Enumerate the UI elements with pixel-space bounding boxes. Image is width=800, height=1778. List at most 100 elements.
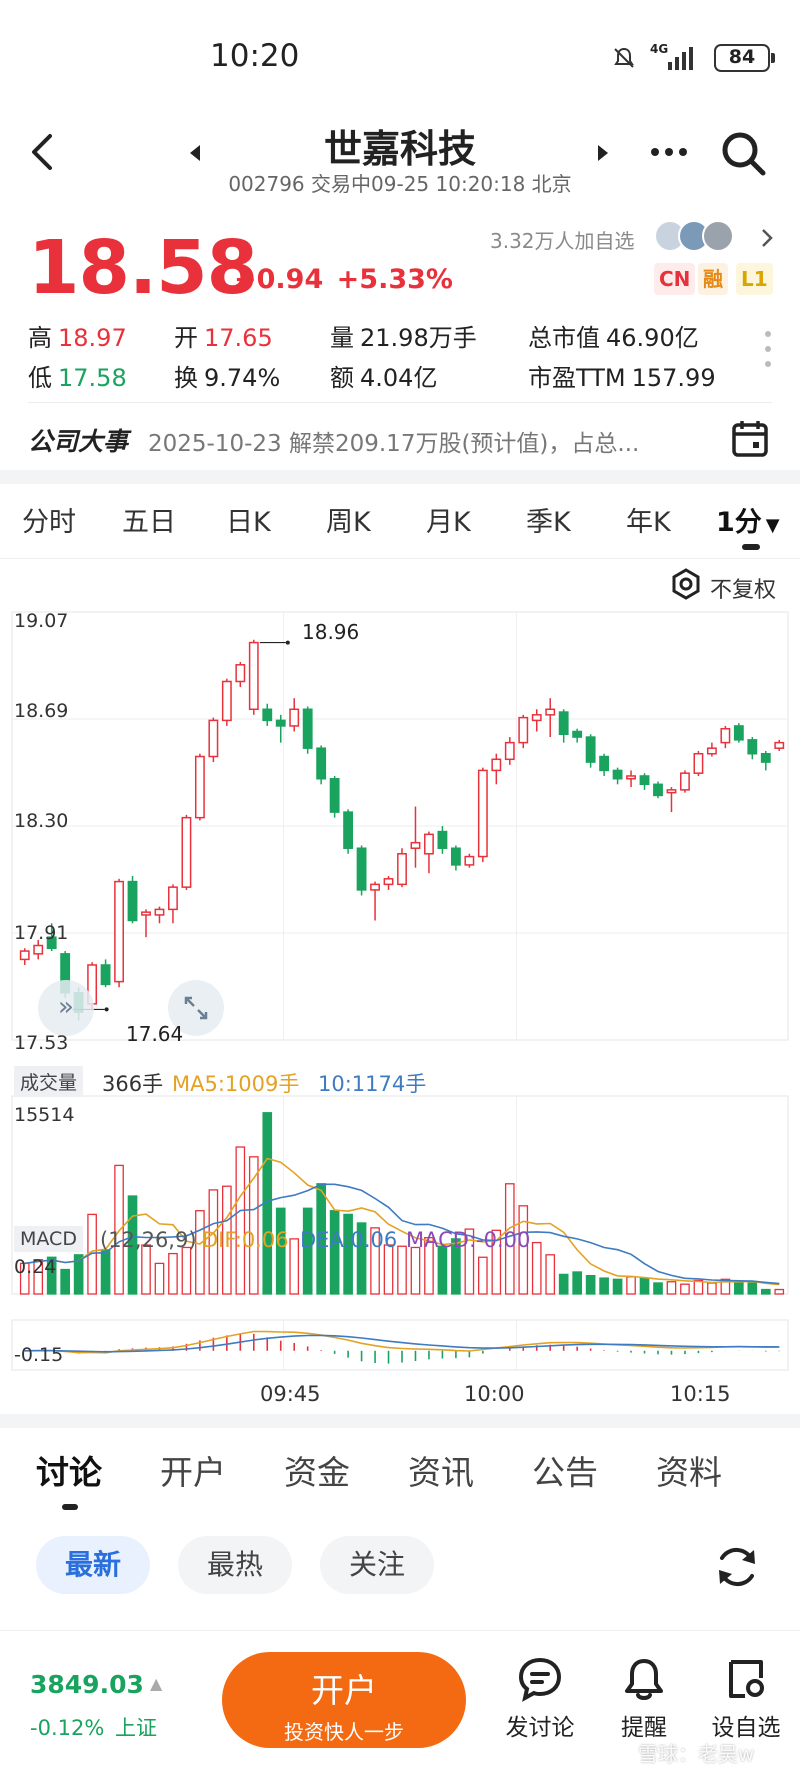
candle-body bbox=[693, 752, 704, 774]
index-triangle-icon: ▲ bbox=[150, 1674, 163, 1693]
candle-body bbox=[208, 719, 219, 758]
candle-body bbox=[504, 741, 515, 761]
volume-bar bbox=[222, 1185, 232, 1295]
badge-margin[interactable]: 融 bbox=[698, 263, 728, 295]
volume-bar bbox=[451, 1238, 461, 1295]
followers-count[interactable]: 3.32万人加自选 bbox=[490, 229, 635, 253]
volume-bar bbox=[100, 1249, 111, 1295]
current-price: 18.58 bbox=[28, 225, 258, 311]
index-value[interactable]: 3849.03 bbox=[30, 1670, 144, 1699]
volume-bar bbox=[572, 1271, 582, 1295]
tab-funds[interactable]: 资金 bbox=[284, 1453, 350, 1492]
badge-cn[interactable]: CN bbox=[654, 263, 696, 295]
macd-label: MACD bbox=[14, 1226, 83, 1252]
divider bbox=[0, 558, 800, 559]
macd-dif: DIF:0.06 bbox=[202, 1228, 289, 1252]
more-stats-icon[interactable] bbox=[764, 330, 772, 368]
network-type: 4G bbox=[650, 42, 669, 56]
add-watchlist-button[interactable]: 设自选 bbox=[706, 1656, 786, 1742]
tab-profile[interactable]: 资料 bbox=[656, 1453, 722, 1492]
settings-hexagon-icon[interactable] bbox=[670, 568, 702, 600]
candle-body bbox=[356, 847, 367, 891]
fullscreen-button[interactable] bbox=[168, 980, 224, 1036]
reminder-button[interactable]: 提醒 bbox=[604, 1656, 684, 1742]
candle-body bbox=[531, 714, 542, 722]
calendar-icon[interactable] bbox=[730, 418, 770, 458]
watermark: 雪球：老吴w bbox=[638, 1742, 755, 1766]
search-icon[interactable] bbox=[720, 130, 768, 178]
open-account-button[interactable]: 开户 投资快人一步 bbox=[222, 1652, 466, 1748]
bell-icon bbox=[625, 1659, 663, 1700]
filter-following[interactable]: 关注 bbox=[320, 1536, 434, 1594]
tab-announcements[interactable]: 公告 bbox=[532, 1453, 598, 1492]
tab-monthly-k[interactable]: 月K bbox=[426, 507, 471, 538]
volume-label: 成交量 bbox=[14, 1066, 84, 1097]
company-event-text[interactable]: 2025-10-23 解禁209.17万股(预计值)，占总... bbox=[148, 431, 640, 457]
tab-weekly-k[interactable]: 周K bbox=[326, 507, 371, 538]
index-change: -0.12% bbox=[30, 1716, 105, 1740]
stat-turnover: 换 9.74% bbox=[174, 364, 281, 392]
time-label: 10:15 bbox=[670, 1382, 731, 1406]
prev-stock-icon[interactable] bbox=[188, 144, 202, 162]
volume-bar bbox=[370, 1227, 380, 1295]
volume-bar bbox=[302, 1207, 313, 1295]
filter-hot[interactable]: 最热 bbox=[178, 1536, 292, 1594]
volume-bars bbox=[19, 1112, 785, 1295]
volume-bar bbox=[531, 1241, 542, 1295]
time-label: 10:00 bbox=[464, 1382, 525, 1406]
refresh-icon[interactable] bbox=[712, 1542, 762, 1592]
adjust-mode[interactable]: 不复权 bbox=[710, 578, 777, 603]
stat-high: 高 18.97 bbox=[28, 324, 127, 352]
volume-bar bbox=[127, 1195, 138, 1295]
volume-bar bbox=[558, 1273, 569, 1295]
tab-discussion[interactable]: 讨论 bbox=[36, 1453, 102, 1492]
candle-body bbox=[33, 944, 44, 955]
back-arrow-icon[interactable] bbox=[26, 132, 56, 172]
avatar bbox=[702, 220, 734, 252]
candle-body bbox=[599, 755, 610, 772]
tab-daily-k[interactable]: 日K bbox=[226, 507, 271, 538]
low-marker: 17.64 bbox=[126, 1022, 184, 1046]
candle-body bbox=[262, 708, 273, 722]
candle-body bbox=[114, 880, 124, 983]
expand-left-button[interactable]: » bbox=[38, 980, 94, 1036]
next-stock-icon[interactable] bbox=[596, 144, 610, 162]
dropdown-arrow-icon: ▼ bbox=[765, 515, 780, 536]
candle-body bbox=[181, 816, 192, 888]
volume-bar bbox=[46, 1256, 57, 1295]
volume-bar bbox=[639, 1277, 650, 1295]
tab-open-account[interactable]: 开户 bbox=[160, 1453, 226, 1492]
post-discussion-button[interactable]: 发讨论 bbox=[500, 1656, 580, 1742]
indicator-lines bbox=[24, 1157, 780, 1354]
volume-bar bbox=[666, 1281, 677, 1295]
chevron-right-icon[interactable] bbox=[760, 228, 774, 248]
badge-l1[interactable]: L1 bbox=[736, 263, 773, 295]
candle-body bbox=[100, 964, 111, 986]
company-event-title: 公司大事 bbox=[28, 427, 129, 456]
tab-yearly-k[interactable]: 年K bbox=[626, 507, 671, 538]
low-marker-dot bbox=[104, 1007, 109, 1012]
kline-chart[interactable] bbox=[0, 600, 800, 1420]
bottom-toolbar bbox=[0, 1630, 800, 1778]
volume-bar bbox=[504, 1183, 515, 1295]
tab-news[interactable]: 资讯 bbox=[408, 1453, 474, 1492]
candle-body bbox=[653, 783, 663, 797]
section-gap bbox=[0, 1414, 800, 1428]
candle-body bbox=[477, 769, 488, 858]
add-watchlist-label: 设自选 bbox=[711, 1715, 781, 1741]
tab-five-day[interactable]: 五日 bbox=[122, 507, 176, 538]
watchlist-gear-icon bbox=[729, 1660, 764, 1698]
filter-latest[interactable]: 最新 bbox=[36, 1536, 150, 1594]
fullscreen-icon bbox=[184, 996, 208, 1020]
index-change-row[interactable]: -0.12% 上证 bbox=[30, 1712, 157, 1742]
macd-params: (12,26,9) bbox=[100, 1228, 197, 1252]
volume-bar bbox=[329, 1210, 340, 1295]
chat-bubble-icon bbox=[518, 1657, 562, 1702]
tab-quarterly-k[interactable]: 季K bbox=[526, 507, 571, 538]
more-icon[interactable] bbox=[650, 146, 688, 158]
candle-body bbox=[397, 853, 407, 886]
tab-intraday[interactable]: 分时 bbox=[22, 507, 76, 538]
tab-one-minute[interactable]: 1分 ▼ bbox=[716, 507, 780, 538]
status-time: 10:20 bbox=[210, 38, 300, 74]
follower-avatars[interactable] bbox=[654, 220, 744, 254]
